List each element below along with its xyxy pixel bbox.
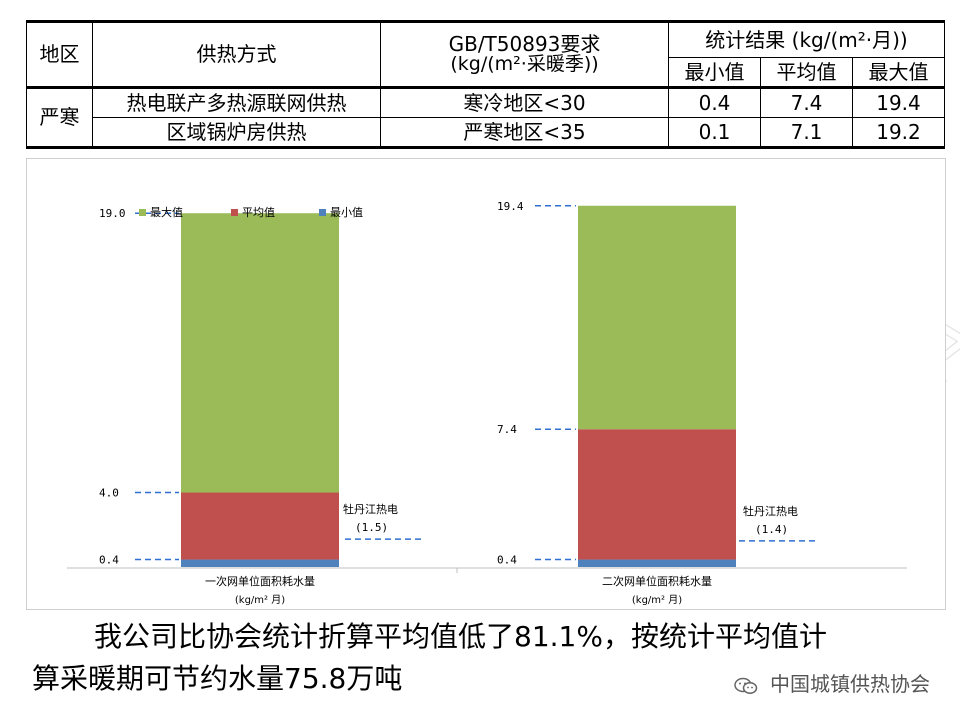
x-axis-label: 一次网单位面积耗水量 <box>205 574 315 588</box>
annotation-value: (1.5) <box>355 521 388 534</box>
tick-label: 7.4 <box>497 423 517 436</box>
header-standard-title: GB/T50893要求 <box>448 32 601 57</box>
wechat-icon <box>733 677 757 694</box>
bar-segment-min <box>578 559 736 567</box>
standard-cell: 寒冷地区<30 <box>380 87 669 118</box>
legend-swatch <box>231 209 238 216</box>
tick-label: 19.4 <box>497 200 524 213</box>
legend-label: 最小值 <box>330 206 363 219</box>
x-axis-unit: (kg/m² 月) <box>235 594 285 606</box>
method-cell: 区域锅炉房供热 <box>92 117 381 149</box>
header-standard-unit: (kg/(m²·采暖季)) <box>450 53 599 76</box>
brand-label: 中国城镇供热协会 <box>733 668 930 697</box>
min-cell: 0.4 <box>668 87 761 118</box>
annotation-value: (1.4) <box>755 523 788 536</box>
legend-swatch <box>319 209 326 216</box>
tick-label: 0.4 <box>99 554 119 567</box>
chart-svg: 19.0 4.0 0.4 牡丹江热电 (1.5) 一次网单位面积耗水量 (kg/m² 月) 最… <box>67 200 907 606</box>
header-region: 地区 <box>26 20 93 89</box>
avg-cell: 7.4 <box>760 87 853 118</box>
x-axis-unit: (kg/m² 月) <box>632 594 682 606</box>
region-cell: 严寒 <box>26 87 93 149</box>
bar-segment-min <box>181 559 339 567</box>
summary-line-1: 我公司比协会统计折算平均值低了81.1%，按统计平均值计 <box>94 620 827 653</box>
table-row: 区域锅炉房供热 严寒地区<35 0.1 7.1 19.2 <box>27 117 946 149</box>
legend-swatch <box>139 209 146 216</box>
standard-cell: 严寒地区<35 <box>380 117 669 149</box>
header-avg: 平均值 <box>760 57 853 89</box>
chart-panel: 19.0 4.0 0.4 牡丹江热电 (1.5) 一次网单位面积耗水量 (kg/m² 月) 最… <box>26 158 946 610</box>
header-stats: 统计结果 (kg/(m²·月)) <box>667 20 946 58</box>
brand-name: 中国城镇供热协会 <box>770 672 930 696</box>
table-row: 严寒 热电联产多热源联网供热 寒冷地区<30 0.4 7.4 19.4 <box>26 87 946 149</box>
legend-label: 最大值 <box>150 205 183 219</box>
annotation-label: 牡丹江热电 <box>743 504 798 518</box>
min-cell: 0.1 <box>668 117 761 149</box>
legend-label: 平均值 <box>242 206 275 219</box>
max-cell: 19.2 <box>851 117 946 149</box>
avg-cell: 7.1 <box>760 117 853 149</box>
tick-label: 0.4 <box>497 554 517 567</box>
header-method: 供热方式 <box>92 20 381 89</box>
max-cell: 19.4 <box>851 87 946 118</box>
header-max: 最大值 <box>851 57 946 89</box>
x-axis-label: 二次网单位面积耗水量 <box>602 574 712 588</box>
header-min: 最小值 <box>668 57 761 89</box>
method-cell: 热电联产多热源联网供热 <box>92 87 381 118</box>
tick-label: 4.0 <box>99 487 119 500</box>
bar-segment-avg <box>181 492 339 560</box>
summary-line-2: 算采暖期可节约水量75.8万吨 <box>32 662 403 695</box>
header-standard: GB/T50893要求 (kg/(m²·采暖季)) <box>380 20 669 89</box>
bar-segment-avg <box>578 429 736 560</box>
summary-text: 我公司比协会统计折算平均值低了81.1%，按统计平均值计 算采暖期可节约水量75… <box>32 616 942 700</box>
bar-segment-max <box>181 213 339 493</box>
stats-table: 地区 供热方式 GB/T50893要求 (kg/(m²·采暖季)) 统计结果 (… <box>26 20 946 149</box>
tick-label: 19.0 <box>99 207 126 220</box>
annotation-label: 牡丹江热电 <box>343 502 398 516</box>
bar-segment-max <box>578 205 736 430</box>
